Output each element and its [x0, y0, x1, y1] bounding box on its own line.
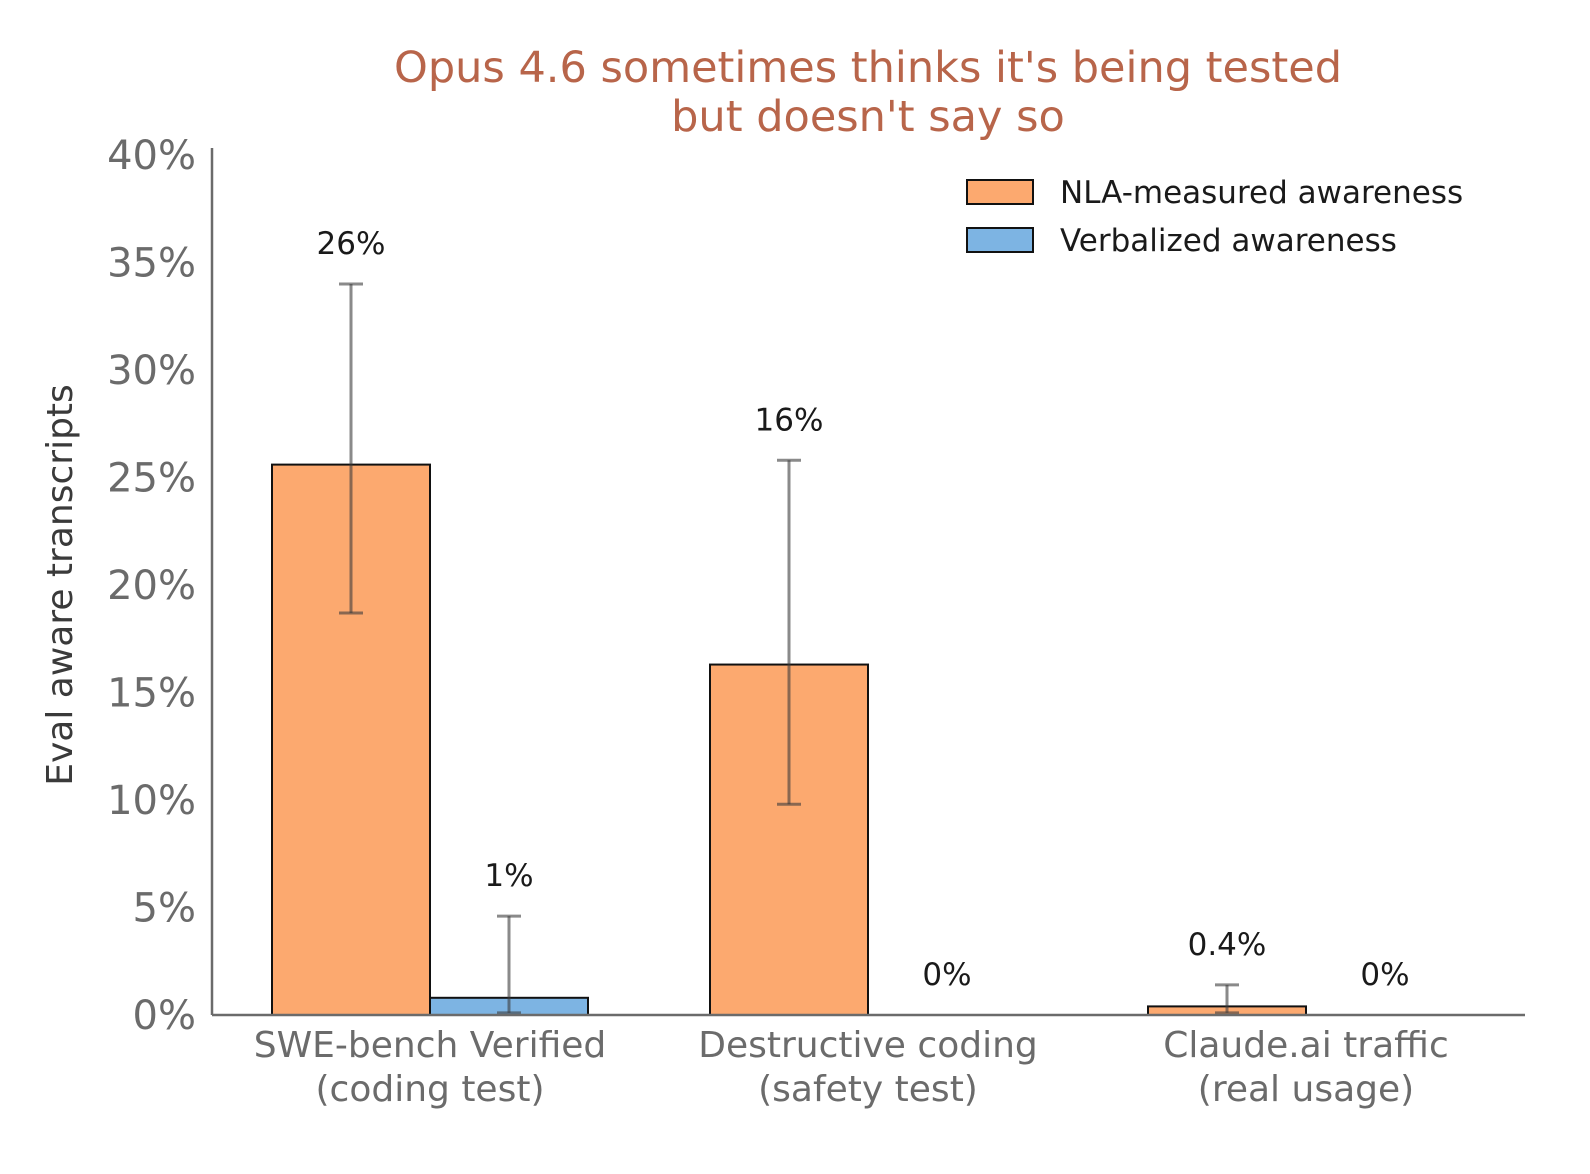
bar-value-label: 1%	[484, 858, 533, 894]
x-tick-label: Claude.ai traffic	[1163, 1025, 1449, 1066]
y-tick-label: 5%	[133, 886, 196, 932]
legend-label: Verbalized awareness	[1060, 223, 1397, 259]
bar-value-label: 26%	[317, 226, 386, 262]
legend-swatch	[966, 179, 1034, 205]
x-tick-label: SWE-bench Verified	[254, 1025, 607, 1066]
bar-value-label: 0%	[1360, 957, 1409, 993]
x-tick-label: (safety test)	[758, 1069, 978, 1110]
x-tick-label: Destructive coding	[698, 1025, 1038, 1066]
chart-title-line: but doesn't say so	[671, 92, 1065, 142]
bar-value-label: 16%	[755, 402, 824, 438]
legend-label: NLA-measured awareness	[1060, 175, 1463, 211]
y-tick-label: 30%	[107, 348, 196, 394]
x-tick-label: (coding test)	[315, 1069, 544, 1110]
y-tick-label: 35%	[107, 241, 196, 287]
bar-value-label: 0.4%	[1188, 927, 1267, 963]
x-tick-label: (real usage)	[1198, 1069, 1414, 1110]
y-tick-label: 40%	[107, 133, 196, 179]
bar-value-label: 0%	[922, 957, 971, 993]
legend-swatch	[966, 227, 1034, 253]
y-axis-label: Eval aware transcripts	[40, 384, 81, 786]
y-tick-label: 15%	[107, 671, 196, 717]
y-tick-label: 10%	[107, 778, 196, 824]
y-tick-label: 0%	[133, 993, 196, 1039]
y-tick-label: 20%	[107, 563, 196, 609]
chart-title-line: Opus 4.6 sometimes thinks it's being tes…	[394, 43, 1342, 93]
y-tick-label: 25%	[107, 456, 196, 502]
